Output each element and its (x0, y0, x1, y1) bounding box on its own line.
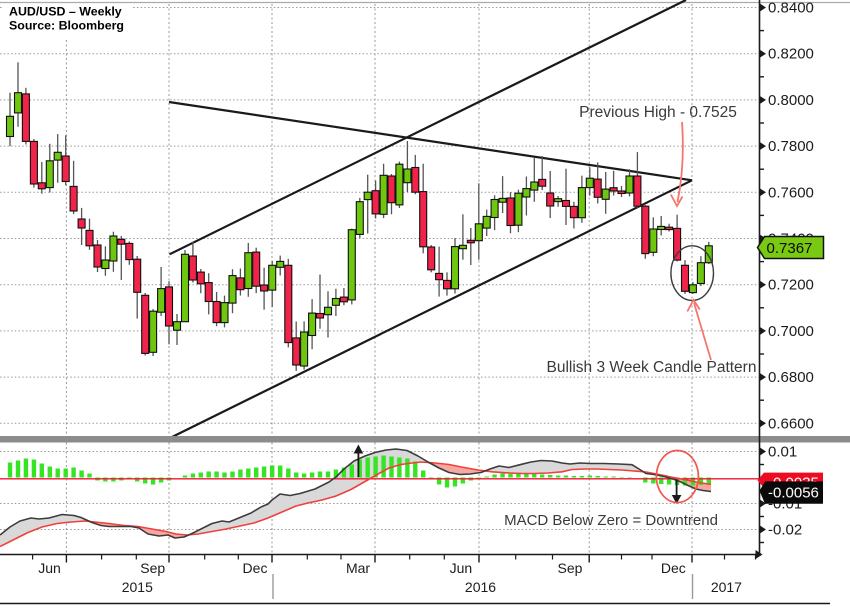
svg-text:0.8200: 0.8200 (768, 46, 814, 63)
svg-text:0.7600: 0.7600 (768, 184, 814, 201)
svg-text:0.8000: 0.8000 (768, 92, 814, 109)
svg-text:Sep: Sep (140, 560, 165, 576)
svg-text:0.6600: 0.6600 (768, 415, 814, 432)
svg-text:Mar: Mar (346, 560, 370, 576)
svg-text:0.8400: 0.8400 (768, 0, 814, 17)
svg-text:0.7200: 0.7200 (768, 277, 814, 294)
svg-text:Jun: Jun (38, 560, 61, 576)
svg-text:2015: 2015 (122, 579, 153, 595)
svg-text:0.7367: 0.7367 (767, 240, 813, 257)
svg-text:-0.0056: -0.0056 (768, 485, 819, 502)
svg-text:0.6800: 0.6800 (768, 369, 814, 386)
svg-text:0.01: 0.01 (768, 444, 797, 461)
svg-text:Previous High - 0.7525: Previous High - 0.7525 (579, 104, 737, 121)
svg-text:0.7000: 0.7000 (768, 323, 814, 340)
svg-text:MACD Below Zero = Downtrend: MACD Below Zero = Downtrend (504, 512, 718, 529)
svg-text:Dec: Dec (661, 560, 686, 576)
svg-text:0.7800: 0.7800 (768, 138, 814, 155)
svg-text:Bullish 3 Week Candle Pattern: Bullish 3 Week Candle Pattern (547, 359, 757, 376)
svg-text:Dec: Dec (243, 560, 268, 576)
svg-text:2017: 2017 (711, 579, 742, 595)
svg-text:Jun: Jun (450, 560, 473, 576)
svg-text:Source: Bloomberg: Source: Bloomberg (9, 19, 124, 33)
svg-text:2016: 2016 (465, 579, 496, 595)
svg-text:AUD/USD – Weekly: AUD/USD – Weekly (9, 5, 122, 19)
svg-text:Sep: Sep (558, 560, 583, 576)
svg-text:-0.02: -0.02 (768, 522, 802, 539)
